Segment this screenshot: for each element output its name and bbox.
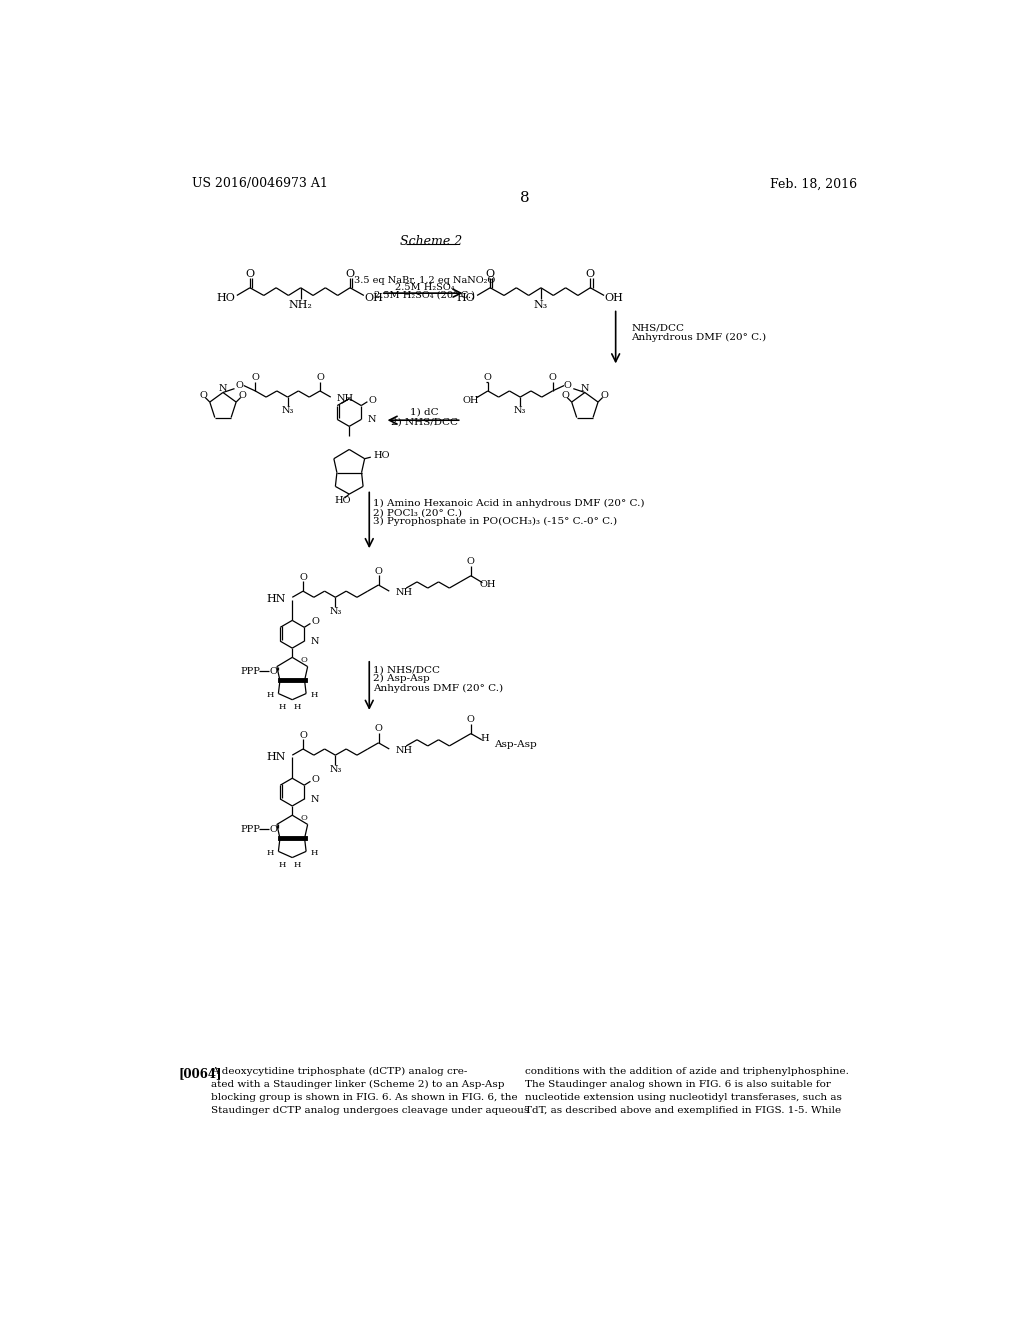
Text: NH: NH	[395, 746, 413, 755]
Text: H: H	[266, 692, 273, 700]
Text: NH: NH	[337, 395, 354, 403]
Text: US 2016/0046973 A1: US 2016/0046973 A1	[193, 177, 328, 190]
Text: Anhyrdrous DMF (20° C.): Anhyrdrous DMF (20° C.)	[631, 333, 766, 342]
Text: N₃: N₃	[534, 300, 548, 310]
Text: O: O	[316, 374, 324, 383]
Text: 1) NHS/DCC: 1) NHS/DCC	[373, 665, 440, 675]
Text: Asp-Asp: Asp-Asp	[494, 741, 537, 748]
Text: 3) Pyrophosphate in PO(OCH₃)₃ (-15° C.-0° C.): 3) Pyrophosphate in PO(OCH₃)₃ (-15° C.-0…	[373, 517, 617, 527]
Text: NH₂: NH₂	[289, 300, 312, 310]
Text: O: O	[270, 825, 278, 833]
Text: O: O	[246, 269, 255, 279]
Text: O: O	[600, 392, 608, 400]
Text: OH: OH	[479, 581, 496, 590]
Text: conditions with the addition of azide and triphenylphosphine.
The Staudinger ana: conditions with the addition of azide an…	[524, 1067, 849, 1114]
Text: O: O	[300, 656, 307, 664]
Text: O: O	[467, 715, 475, 725]
Text: N₃: N₃	[329, 766, 342, 775]
Text: O: O	[239, 392, 246, 400]
Text: Feb. 18, 2016: Feb. 18, 2016	[770, 177, 857, 190]
Text: 1) Amino Hexanoic Acid in anhydrous DMF (20° C.): 1) Amino Hexanoic Acid in anhydrous DMF …	[373, 499, 645, 508]
Text: HO: HO	[217, 293, 236, 302]
Text: HO: HO	[374, 451, 390, 461]
Text: HO: HO	[335, 496, 351, 504]
Text: H: H	[480, 734, 489, 743]
Text: O: O	[564, 381, 571, 389]
Text: O: O	[311, 775, 319, 784]
Text: H: H	[279, 861, 286, 870]
Text: 8: 8	[520, 191, 529, 206]
Text: O: O	[236, 381, 244, 389]
Text: N₃: N₃	[514, 407, 526, 416]
Text: NHS/DCC: NHS/DCC	[631, 323, 684, 333]
Text: H: H	[310, 692, 318, 700]
Text: O: O	[375, 566, 382, 576]
Text: N: N	[581, 384, 589, 393]
Text: OH: OH	[605, 293, 624, 302]
Text: H: H	[266, 849, 273, 857]
Text: O: O	[561, 392, 569, 400]
Text: 2) POCl₃ (20° C.): 2) POCl₃ (20° C.)	[373, 508, 462, 517]
Text: O: O	[586, 269, 595, 279]
Text: O: O	[311, 618, 319, 627]
Text: O: O	[345, 269, 354, 279]
Text: 2.5M H₂SO₄: 2.5M H₂SO₄	[395, 284, 455, 292]
Text: 2.5M H₂SO₄ (20° C.): 2.5M H₂SO₄ (20° C.)	[374, 290, 475, 300]
Text: H: H	[294, 704, 301, 711]
Text: O: O	[549, 374, 556, 383]
Text: Scheme 2: Scheme 2	[399, 235, 462, 248]
Text: H: H	[310, 849, 318, 857]
Text: O: O	[300, 813, 307, 821]
Text: 3.5 eq NaBr, 1.2 eq NaNO₂Θ: 3.5 eq NaBr, 1.2 eq NaNO₂Θ	[354, 276, 496, 285]
Text: O: O	[270, 667, 278, 676]
Text: HO: HO	[457, 293, 476, 302]
Text: NH: NH	[395, 589, 413, 597]
Text: [0064]: [0064]	[178, 1067, 222, 1080]
Text: O: O	[368, 396, 376, 405]
Text: N: N	[310, 795, 318, 804]
Text: O: O	[251, 374, 259, 383]
Text: 2) Asp-Asp: 2) Asp-Asp	[373, 675, 430, 684]
Text: O: O	[484, 374, 492, 383]
Text: N: N	[310, 636, 318, 645]
Text: PPP: PPP	[240, 667, 260, 676]
Text: Anhydrous DMF (20° C.): Anhydrous DMF (20° C.)	[373, 684, 503, 693]
Text: O: O	[299, 573, 307, 582]
Text: N: N	[219, 384, 227, 393]
Text: H: H	[279, 704, 286, 711]
Text: O: O	[299, 731, 307, 739]
Text: OH: OH	[365, 293, 383, 302]
Text: N₃: N₃	[329, 607, 342, 616]
Text: 1) dC: 1) dC	[411, 408, 439, 417]
Text: OH: OH	[463, 396, 479, 405]
Text: O: O	[467, 557, 475, 566]
Text: O: O	[375, 725, 382, 734]
Text: O: O	[485, 269, 495, 279]
Text: N₃: N₃	[282, 407, 294, 416]
Text: A deoxycytidine triphosphate (dCTP) analog cre-
ated with a Staudinger linker (S: A deoxycytidine triphosphate (dCTP) anal…	[211, 1067, 529, 1115]
Text: HN: HN	[266, 751, 286, 762]
Text: PPP: PPP	[240, 825, 260, 833]
Text: N: N	[368, 414, 376, 424]
Text: HN: HN	[266, 594, 286, 603]
Text: H: H	[294, 861, 301, 870]
Text: 2) NHS/DCC: 2) NHS/DCC	[391, 417, 458, 426]
Text: O: O	[200, 392, 208, 400]
